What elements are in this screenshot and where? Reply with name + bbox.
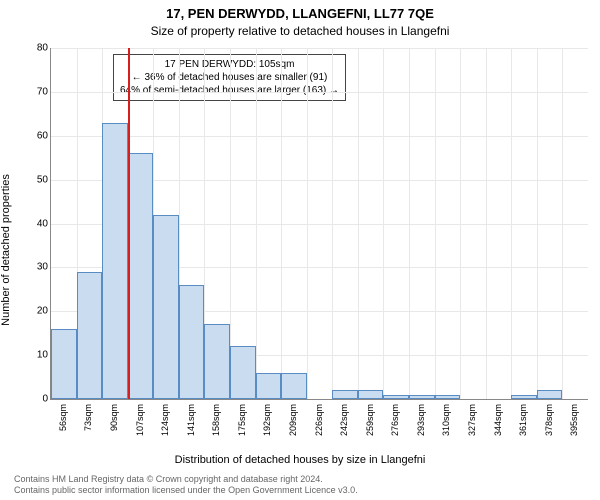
chart-title-sub: Size of property relative to detached ho… xyxy=(0,24,600,38)
x-tick-label: 56sqm xyxy=(58,404,68,431)
histogram-bar xyxy=(256,373,282,399)
x-tick-label: 378sqm xyxy=(544,404,554,436)
x-tick-label: 226sqm xyxy=(314,404,324,436)
x-tick-label: 192sqm xyxy=(262,404,272,436)
gridline-vertical xyxy=(383,48,384,399)
x-tick-label: 293sqm xyxy=(416,404,426,436)
gridline-vertical xyxy=(537,48,538,399)
histogram-bar xyxy=(409,395,435,399)
gridline-vertical xyxy=(562,48,563,399)
gridline-vertical xyxy=(460,48,461,399)
histogram-bar xyxy=(435,395,461,399)
x-tick-label: 395sqm xyxy=(569,404,579,436)
gridline-vertical xyxy=(486,48,487,399)
gridline-vertical xyxy=(409,48,410,399)
histogram-bar xyxy=(102,123,128,399)
histogram-bar xyxy=(128,153,154,399)
footer-line-1: Contains HM Land Registry data © Crown c… xyxy=(14,474,323,484)
marker-line xyxy=(128,48,130,399)
x-tick-label: 344sqm xyxy=(493,404,503,436)
x-tick-label: 259sqm xyxy=(365,404,375,436)
histogram-bar xyxy=(230,346,256,399)
footer-attribution: Contains HM Land Registry data © Crown c… xyxy=(14,474,358,496)
x-axis-label: Distribution of detached houses by size … xyxy=(0,454,600,466)
histogram-bar xyxy=(153,215,179,399)
gridline-horizontal xyxy=(51,48,588,49)
y-tick-label: 10 xyxy=(28,350,48,361)
gridline-vertical xyxy=(435,48,436,399)
gridline-vertical xyxy=(358,48,359,399)
plot-area: 17 PEN DERWYDD: 105sqm← 36% of detached … xyxy=(50,48,588,400)
y-tick-label: 30 xyxy=(28,262,48,273)
chart-title-main: 17, PEN DERWYDD, LLANGEFNI, LL77 7QE xyxy=(0,6,600,21)
gridline-vertical xyxy=(307,48,308,399)
x-tick-label: 175sqm xyxy=(237,404,247,436)
gridline-horizontal xyxy=(51,136,588,137)
y-tick-label: 0 xyxy=(28,394,48,405)
histogram-bar xyxy=(511,395,537,399)
gridline-vertical xyxy=(511,48,512,399)
x-tick-label: 242sqm xyxy=(339,404,349,436)
gridline-vertical xyxy=(332,48,333,399)
histogram-bar xyxy=(204,324,230,399)
histogram-bar xyxy=(358,390,384,399)
histogram-bar xyxy=(179,285,205,399)
x-tick-label: 327sqm xyxy=(467,404,477,436)
x-tick-label: 158sqm xyxy=(211,404,221,436)
gridline-vertical xyxy=(256,48,257,399)
histogram-bar xyxy=(281,373,307,399)
histogram-bar xyxy=(332,390,358,399)
footer-line-2: Contains public sector information licen… xyxy=(14,485,358,495)
histogram-bar xyxy=(537,390,563,399)
chart-container: 17, PEN DERWYDD, LLANGEFNI, LL77 7QE Siz… xyxy=(0,0,600,500)
gridline-vertical xyxy=(281,48,282,399)
x-tick-label: 73sqm xyxy=(83,404,93,431)
gridline-horizontal xyxy=(51,92,588,93)
histogram-bar xyxy=(383,395,409,399)
y-tick-label: 80 xyxy=(28,43,48,54)
x-tick-label: 90sqm xyxy=(109,404,119,431)
y-tick-label: 20 xyxy=(28,306,48,317)
y-tick-label: 50 xyxy=(28,174,48,185)
x-tick-label: 361sqm xyxy=(518,404,528,436)
y-tick-label: 60 xyxy=(28,130,48,141)
x-tick-label: 310sqm xyxy=(441,404,451,436)
y-tick-label: 40 xyxy=(28,218,48,229)
y-tick-label: 70 xyxy=(28,86,48,97)
y-axis-label: Number of detached properties xyxy=(0,174,12,326)
x-tick-label: 107sqm xyxy=(135,404,145,436)
x-tick-label: 124sqm xyxy=(160,404,170,436)
histogram-bar xyxy=(77,272,103,399)
histogram-bar xyxy=(51,329,77,399)
x-tick-label: 209sqm xyxy=(288,404,298,436)
x-tick-label: 276sqm xyxy=(390,404,400,436)
x-tick-label: 141sqm xyxy=(186,404,196,436)
